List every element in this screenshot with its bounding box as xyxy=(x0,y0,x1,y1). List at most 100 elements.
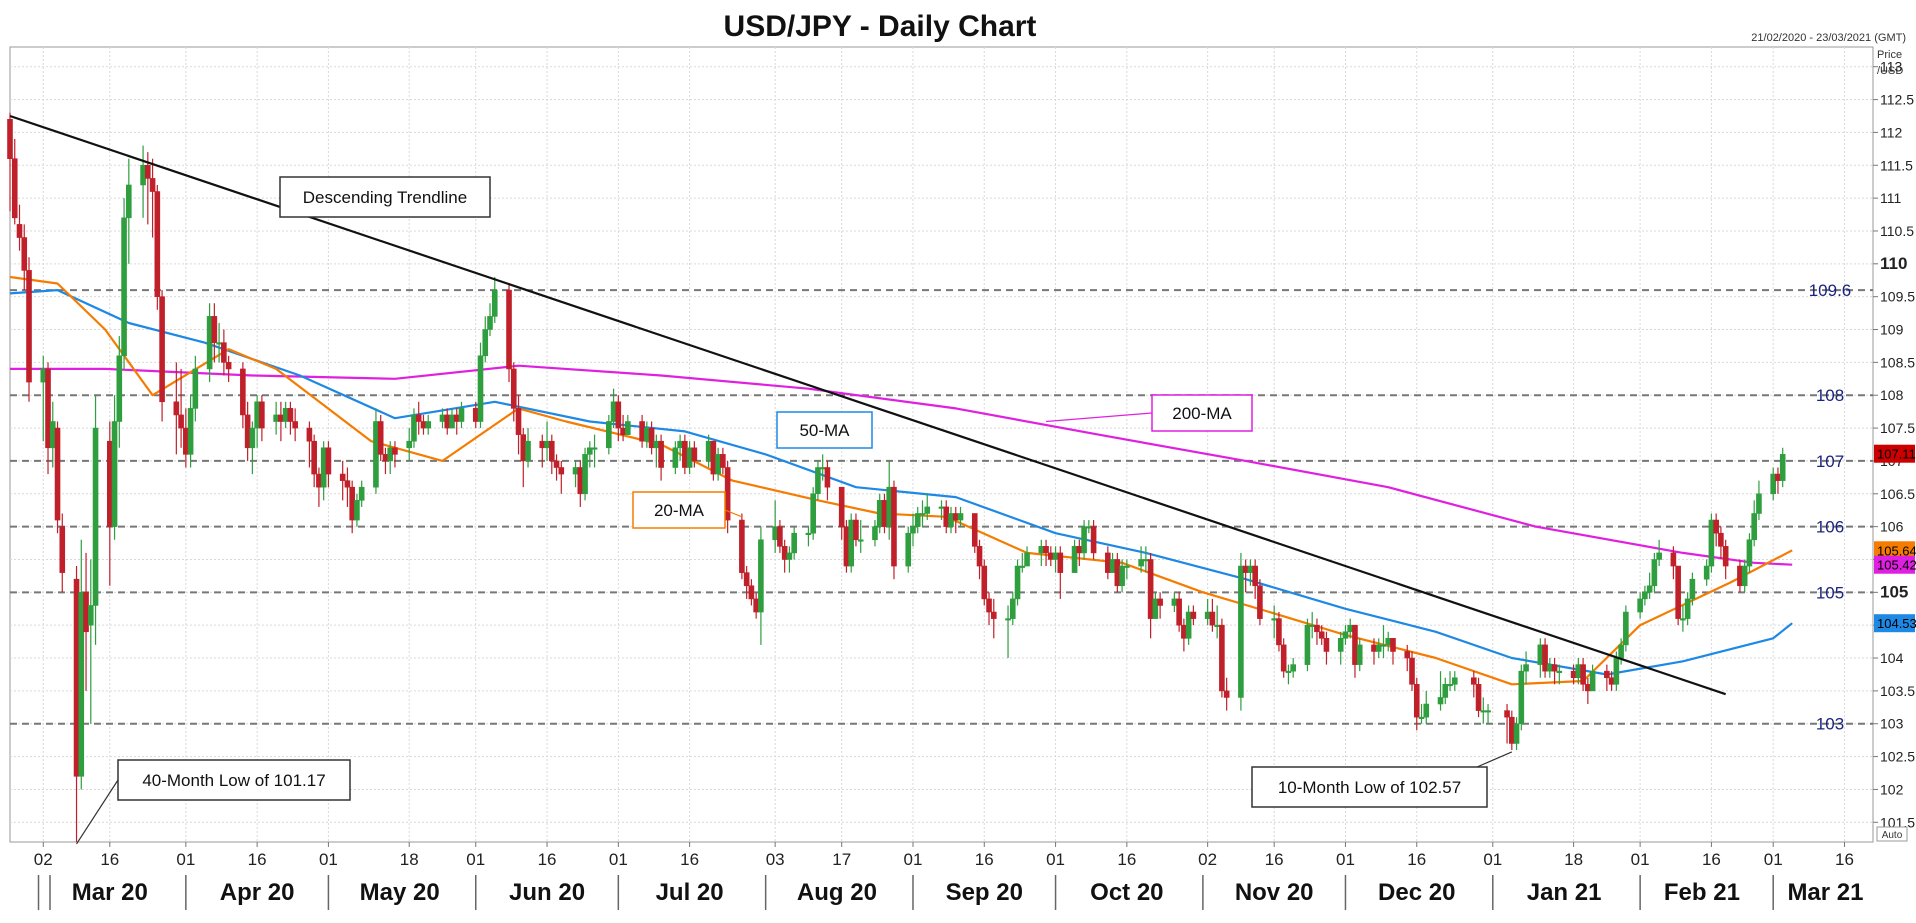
candle-body xyxy=(382,454,389,462)
candle-body xyxy=(216,342,222,345)
y-tick-label: 110.5 xyxy=(1880,223,1914,239)
annotations: Descending Trendline 50-MA 20-MA 200-MA 40-M… xyxy=(76,176,1513,845)
candle-body xyxy=(1437,697,1444,705)
candle-body xyxy=(458,408,465,422)
candle-body xyxy=(187,408,194,455)
y-tick-label: 113 xyxy=(1880,59,1903,75)
y-tick-label: 108.5 xyxy=(1880,354,1915,370)
level-label: 105 xyxy=(1816,583,1844,602)
candle-body xyxy=(1105,552,1111,573)
candle-body xyxy=(1689,578,1696,600)
month-label: Mar 20 xyxy=(72,879,148,906)
candle-body xyxy=(159,296,165,403)
candle-body xyxy=(45,368,51,449)
candle-body xyxy=(73,578,80,777)
annotation-box xyxy=(279,176,491,218)
x-tick-label: 16 xyxy=(1702,850,1721,869)
x-tick-label: 16 xyxy=(248,850,267,869)
level-label: 108 xyxy=(1816,386,1844,405)
candle-body xyxy=(1385,638,1392,646)
candle-body xyxy=(658,440,664,468)
axis-unit-line-2: /USD xyxy=(1877,65,1903,77)
candle-body xyxy=(644,427,650,442)
y-tick-label: 112.5 xyxy=(1880,92,1914,108)
candle-body xyxy=(1052,552,1059,560)
x-tick-label: 16 xyxy=(1835,850,1854,869)
candle-body xyxy=(810,493,816,534)
price-tag xyxy=(1874,444,1915,463)
candle-body xyxy=(610,401,617,422)
candle-body xyxy=(1181,624,1187,639)
candle-body xyxy=(439,414,446,422)
candle-body xyxy=(625,421,631,435)
candle-body xyxy=(857,539,864,542)
candle-body xyxy=(373,421,379,488)
candle-body xyxy=(1542,644,1548,672)
candle-body xyxy=(1608,677,1615,685)
month-label: Apr 20 xyxy=(220,879,295,906)
candle-body xyxy=(577,467,584,495)
y-tick-label: 109.5 xyxy=(1880,289,1915,305)
candle-body xyxy=(1219,624,1225,692)
candle-body xyxy=(924,506,931,514)
candle-body xyxy=(1642,592,1648,600)
candle-body xyxy=(910,526,916,534)
candle-body xyxy=(853,519,859,541)
candle-body xyxy=(1504,710,1510,718)
x-tick-label: 01 xyxy=(1046,850,1065,869)
candle-body xyxy=(510,368,517,409)
x-tick-label: 01 xyxy=(1336,850,1355,869)
candle-body xyxy=(1575,664,1582,679)
candle-body xyxy=(387,447,394,462)
candle-body xyxy=(1380,644,1387,647)
candle-body xyxy=(558,467,565,475)
candle-body xyxy=(92,427,99,606)
candle-body xyxy=(1741,565,1748,587)
candle-body xyxy=(1271,618,1277,621)
candle-body xyxy=(639,421,645,442)
candle-body xyxy=(107,440,113,527)
candle-body xyxy=(772,526,778,541)
month-label: May 20 xyxy=(360,879,440,906)
price-tag-label: 105.64 xyxy=(1877,543,1916,558)
y-tick-label: 108 xyxy=(1880,387,1904,403)
candle-body xyxy=(1143,559,1149,562)
candle-body xyxy=(548,440,555,462)
x-tick-label: 18 xyxy=(1564,850,1583,869)
month-label: Jul 20 xyxy=(656,879,724,906)
month-label: Jun 20 xyxy=(509,879,585,906)
level-label: 109.6 xyxy=(1809,281,1852,300)
candle-body xyxy=(40,368,47,383)
month-label: Nov 20 xyxy=(1235,879,1314,906)
candle-body xyxy=(1252,565,1258,587)
x-tick-label: 01 xyxy=(1764,850,1783,869)
candle-body xyxy=(472,408,479,422)
candle-body xyxy=(287,408,294,422)
candle-body xyxy=(1442,684,1449,698)
candle-body xyxy=(1152,598,1159,619)
candle-body xyxy=(453,414,460,422)
month-label: Dec 20 xyxy=(1378,879,1455,906)
candle-body xyxy=(420,421,427,429)
candle-body xyxy=(1684,598,1691,619)
candle-body xyxy=(1518,670,1525,725)
candle-body xyxy=(221,342,227,363)
candle-body xyxy=(444,414,451,429)
candle-body xyxy=(1119,565,1125,587)
candle-body xyxy=(686,447,693,468)
candle-body xyxy=(1737,565,1743,587)
month-label: Mar 21 xyxy=(1787,879,1863,906)
candle-body xyxy=(1223,690,1230,698)
candle-body xyxy=(886,486,893,527)
x-tick-label: 16 xyxy=(1117,850,1136,869)
candle-body xyxy=(16,224,23,238)
auto-button[interactable]: Auto xyxy=(1876,826,1908,842)
candle-body xyxy=(648,427,655,449)
candle-body xyxy=(1309,624,1315,627)
candle-body xyxy=(49,421,56,449)
x-tick-label: 16 xyxy=(975,850,994,869)
price-tag-label: 107.11 xyxy=(1877,447,1916,462)
candle-body xyxy=(140,164,146,186)
candle-body xyxy=(1124,565,1130,568)
candle-body xyxy=(1756,493,1762,514)
